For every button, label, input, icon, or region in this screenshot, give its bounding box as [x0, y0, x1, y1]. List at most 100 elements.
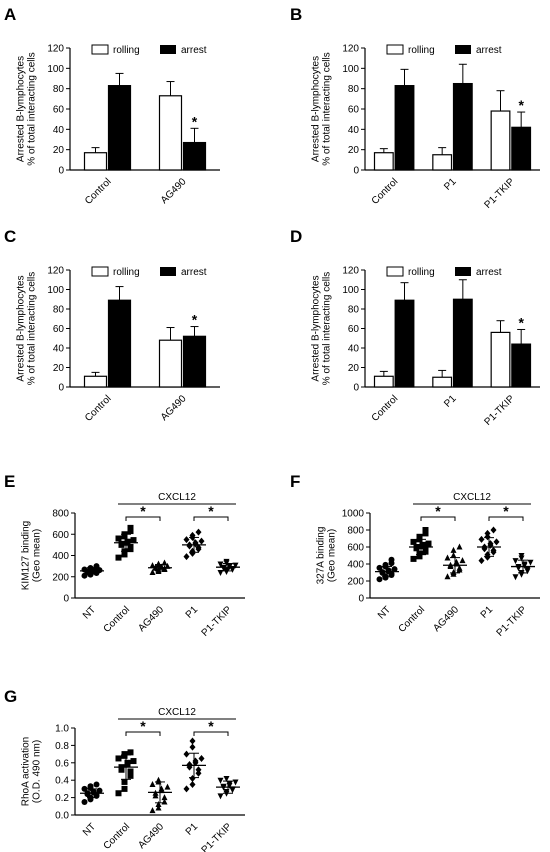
category-label: P1-TKIP	[495, 604, 530, 639]
data-point	[127, 749, 134, 756]
data-point	[149, 562, 156, 569]
panel-C: 0 20 40 60 80 100 120 Arrested B-lymphocytes% o…	[4, 227, 220, 424]
category-label: NT	[81, 604, 98, 621]
significance-mark: *	[518, 97, 524, 113]
data-point	[416, 550, 423, 557]
legend-swatch-rolling	[386, 266, 404, 277]
legend-swatch-arrest	[455, 267, 471, 276]
data-point	[229, 786, 236, 793]
significance-mark: *	[503, 503, 509, 519]
category-label: AG490	[159, 393, 189, 423]
y-tick-label: 600	[347, 543, 364, 554]
data-point	[198, 537, 205, 545]
y-axis-label-line: % of total interacting cells	[27, 272, 38, 385]
y-axis-label-line: % of total interacting cells	[322, 52, 333, 165]
category-label: P1-TKIP	[482, 393, 517, 428]
data-point	[87, 783, 94, 790]
y-axis-label: Arrested B-lymphocytes% of total interac…	[311, 52, 333, 165]
y-tick-label: 0	[58, 383, 64, 394]
significance-mark: *	[435, 503, 441, 519]
category-label: P1	[479, 604, 496, 621]
y-tick-label: 100	[47, 285, 64, 296]
data-point	[493, 538, 500, 546]
y-tick-label: 0	[353, 166, 359, 177]
panel-B: 0 20 40 60 80 100 120 Arrested B-lymphocytes% o…	[290, 5, 540, 211]
data-point	[450, 546, 457, 553]
category-label: NT	[81, 821, 98, 838]
data-point	[416, 533, 423, 540]
data-point	[217, 777, 224, 784]
legend-swatch-arrest	[455, 45, 471, 54]
data-point	[121, 751, 128, 758]
category-label: NT	[376, 604, 393, 621]
data-point	[115, 535, 122, 542]
category-label: AG490	[136, 604, 166, 634]
panel-letter: D	[290, 227, 302, 246]
data-point	[490, 526, 497, 534]
data-point	[410, 555, 417, 562]
y-tick-label: 20	[348, 363, 360, 374]
data-point	[124, 538, 131, 545]
y-tick-label: 80	[53, 84, 65, 95]
y-tick-label: 20	[348, 145, 360, 156]
y-tick-label: 80	[348, 84, 360, 95]
data-point	[456, 564, 463, 571]
data-point	[124, 759, 131, 766]
data-point	[444, 554, 451, 561]
bar-rolling	[432, 376, 453, 388]
data-point	[149, 807, 156, 814]
panel-letter: A	[4, 5, 16, 24]
data-point	[444, 573, 451, 580]
data-point	[115, 554, 122, 561]
legend-label: arrest	[181, 45, 207, 56]
panel-letter: B	[290, 5, 302, 24]
data-point	[518, 553, 525, 559]
data-point	[376, 576, 383, 583]
data-point	[459, 557, 466, 564]
category-label: AG490	[136, 821, 166, 851]
y-axis-label-line: 327A binding	[316, 527, 327, 585]
y-tick-label: 0.8	[55, 741, 69, 752]
y-axis-label: Arrested B-lymphocytes% of total interac…	[16, 52, 38, 165]
bar-arrest	[182, 141, 207, 171]
data-point	[195, 544, 202, 552]
data-point	[127, 524, 134, 531]
category-label: Control	[370, 176, 401, 207]
data-point	[155, 776, 162, 783]
legend-label: rolling	[408, 45, 435, 56]
data-point	[189, 743, 196, 751]
data-point	[527, 559, 534, 566]
legend-label: arrest	[476, 45, 502, 56]
category-label: Control	[397, 604, 428, 635]
significance-bracket	[125, 516, 161, 521]
bar-arrest	[452, 82, 473, 171]
y-axis-label-line: Arrested B-lymphocytes	[16, 56, 27, 162]
data-point	[161, 559, 168, 566]
data-point	[127, 772, 134, 779]
y-axis-label-line: (Geo mean)	[32, 529, 43, 582]
category-label: AG490	[431, 604, 461, 634]
data-point	[183, 785, 190, 793]
significance-bracket	[420, 516, 456, 521]
data-point	[391, 566, 398, 573]
y-axis-label-line: KIM127 binding	[21, 521, 32, 591]
category-label: P1	[184, 604, 201, 621]
y-tick-label: 1000	[342, 509, 365, 520]
group-label: CXCL12	[453, 492, 491, 503]
y-tick-label: 0	[353, 383, 359, 394]
panel-G: 0.0 0.2 0.4 0.6 0.8 1.0 RhoA activation (O.D. 4…	[4, 687, 245, 852]
data-point	[478, 557, 485, 565]
bar-arrest	[182, 335, 207, 388]
legend-label: arrest	[181, 267, 207, 278]
data-point	[186, 761, 193, 769]
data-point	[512, 574, 519, 581]
y-tick-label: 120	[342, 266, 359, 277]
data-point	[456, 543, 463, 550]
bar-arrest	[107, 85, 132, 171]
y-tick-label: 600	[52, 530, 69, 541]
data-point	[81, 566, 88, 573]
y-tick-label: 100	[342, 285, 359, 296]
category-label: P1-TKIP	[200, 604, 235, 639]
y-tick-label: 0.6	[55, 758, 69, 769]
y-tick-label: 80	[53, 305, 65, 316]
